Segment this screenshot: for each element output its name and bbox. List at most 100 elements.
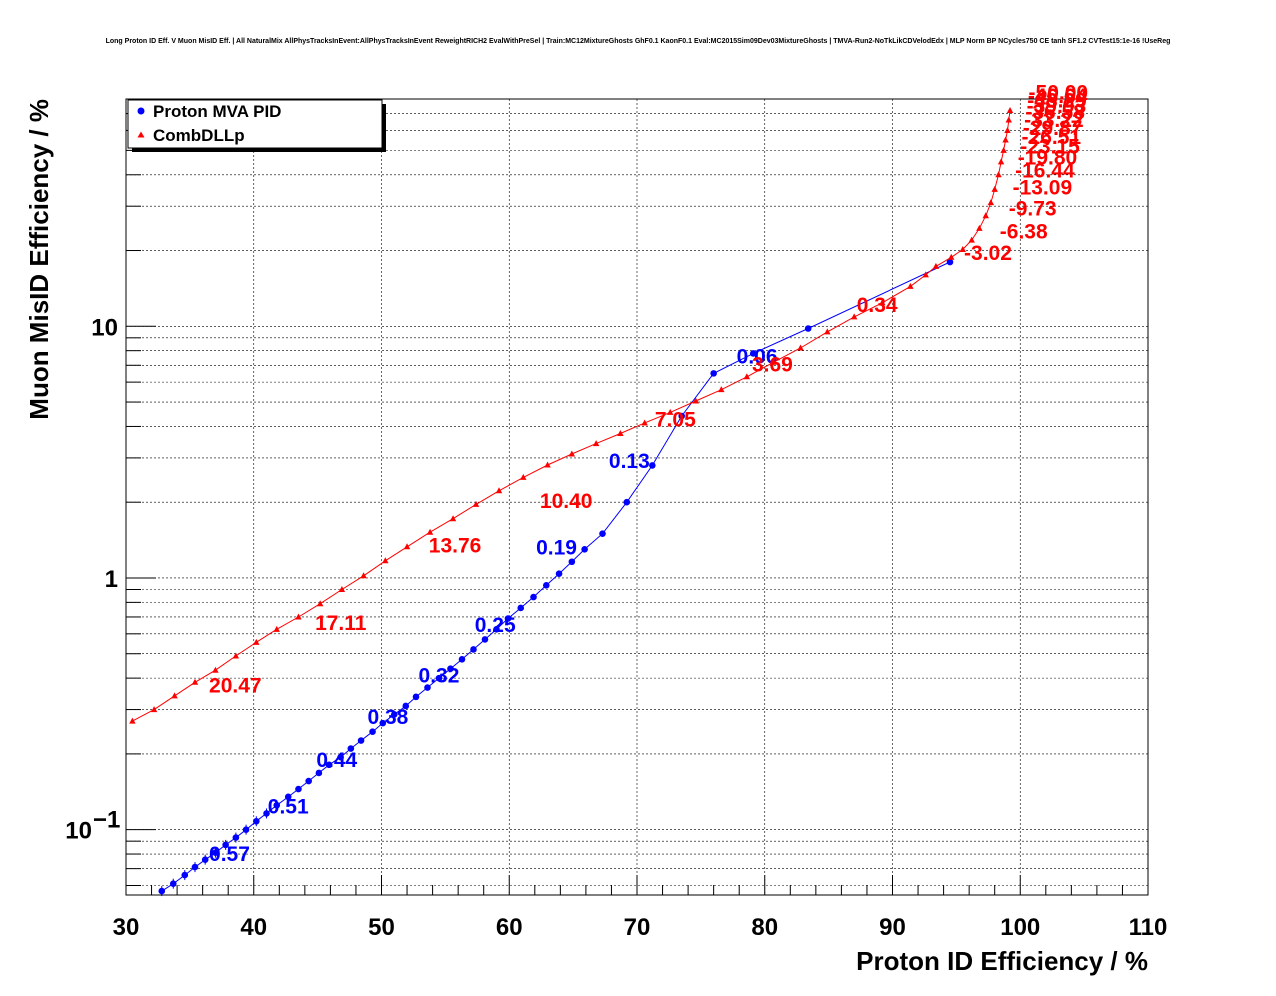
x-axis-title: Proton ID Efficiency / % — [856, 946, 1148, 976]
data-label: 17.11 — [315, 612, 367, 635]
data-point — [212, 849, 219, 856]
data-point — [649, 462, 656, 469]
data-label: -46.64 — [1028, 85, 1088, 108]
data-point — [158, 887, 166, 895]
x-tick-label: 70 — [624, 914, 651, 941]
series-proton-mva-pid: 0.57 0.51 0.44 0.38 0.32 0.25 0.19 0.13 0.06 — [158, 258, 954, 897]
x-tick-label: 100 — [1000, 914, 1040, 941]
data-point — [932, 262, 940, 269]
data-point — [542, 582, 550, 589]
legend-box — [127, 99, 383, 149]
data-label: 20.47 — [209, 675, 262, 698]
data-point — [495, 487, 503, 494]
y-axis-title: Muon MisID Efficiency / % — [24, 99, 54, 420]
data-label: 13.76 — [429, 535, 482, 558]
data-point — [232, 652, 240, 659]
data-point — [770, 358, 777, 365]
data-point — [623, 498, 631, 506]
data-point — [493, 626, 500, 633]
data-label: -3.02 — [964, 242, 1012, 265]
data-label: -19.80 — [1018, 146, 1078, 169]
data-point — [402, 702, 410, 710]
data-point — [481, 636, 489, 643]
data-point — [472, 500, 480, 507]
series-combdllp: 20.47 17.11 13.76 10.40 7.05 3.69 0.34 -3.02-6.… — [129, 82, 1088, 724]
data-point — [544, 461, 551, 468]
data-point — [946, 258, 954, 266]
data-label: 0.06 — [737, 346, 778, 369]
data-point — [412, 693, 420, 701]
data-point — [581, 545, 588, 553]
data-point — [641, 419, 648, 426]
data-label: 3.69 — [752, 354, 793, 377]
y-tick-label-exponent: −1 — [93, 807, 120, 834]
data-point — [995, 171, 1002, 178]
data-label: -39.93 — [1027, 95, 1087, 118]
data-label: 0.38 — [367, 706, 408, 729]
data-label: 0.44 — [316, 749, 357, 772]
data-label: -43.29 — [1027, 90, 1087, 113]
legend-marker-combdllp — [137, 131, 145, 138]
data-point — [295, 785, 302, 793]
x-tick-label: 30 — [113, 914, 140, 941]
data-point — [360, 572, 367, 579]
data-point — [959, 245, 966, 252]
data-point — [968, 236, 975, 243]
data-point — [426, 528, 434, 535]
data-point — [253, 817, 260, 825]
data-point — [201, 856, 209, 863]
chart-title: Long Proton ID Eff. V Muon MisID Eff. | … — [106, 38, 1171, 45]
data-point — [357, 737, 365, 744]
data-point — [749, 350, 757, 357]
x-tick-label: 40 — [240, 914, 267, 941]
data-label: 10.40 — [540, 490, 593, 513]
data-point — [424, 684, 431, 691]
data-point — [273, 625, 280, 632]
data-point — [948, 253, 955, 260]
data-label: -26.51 — [1022, 126, 1082, 149]
data-point — [222, 841, 229, 849]
data-label: -36.58 — [1025, 101, 1085, 124]
data-point — [338, 585, 346, 592]
data-point — [850, 313, 858, 320]
data-point — [129, 717, 136, 724]
data-point — [273, 801, 281, 809]
legend-marker-proton-mva-pid — [137, 107, 145, 115]
data-point — [1002, 136, 1009, 143]
data-point — [169, 880, 177, 887]
data-point — [678, 412, 686, 420]
data-point — [504, 615, 512, 622]
data-point — [369, 728, 376, 736]
data-point — [530, 593, 537, 601]
data-point — [1005, 116, 1012, 123]
data-point — [382, 557, 389, 564]
data-point — [922, 271, 929, 278]
data-label: 0.13 — [609, 450, 650, 473]
data-point — [263, 810, 270, 817]
data-label: -13.09 — [1013, 176, 1073, 199]
data-point — [987, 199, 995, 206]
data-point — [710, 370, 717, 377]
data-point — [743, 373, 751, 380]
data-point — [520, 473, 527, 480]
data-point — [804, 325, 812, 332]
data-label: 0.34 — [857, 294, 898, 317]
data-point — [458, 656, 466, 663]
y-tick-label: 1 — [105, 566, 118, 593]
data-point — [305, 777, 312, 785]
data-point — [692, 397, 699, 404]
data-point — [617, 429, 624, 436]
data-point — [316, 600, 324, 607]
data-point — [284, 793, 292, 801]
data-point — [997, 158, 1005, 165]
x-tick-label: 50 — [368, 914, 395, 941]
data-label: -16.44 — [1015, 160, 1075, 183]
data-point — [191, 863, 199, 871]
data-label: -29.87 — [1023, 117, 1083, 140]
data-label: -6.38 — [1000, 221, 1048, 244]
data-point — [315, 769, 323, 777]
data-point — [718, 386, 725, 393]
data-point — [1006, 107, 1014, 114]
